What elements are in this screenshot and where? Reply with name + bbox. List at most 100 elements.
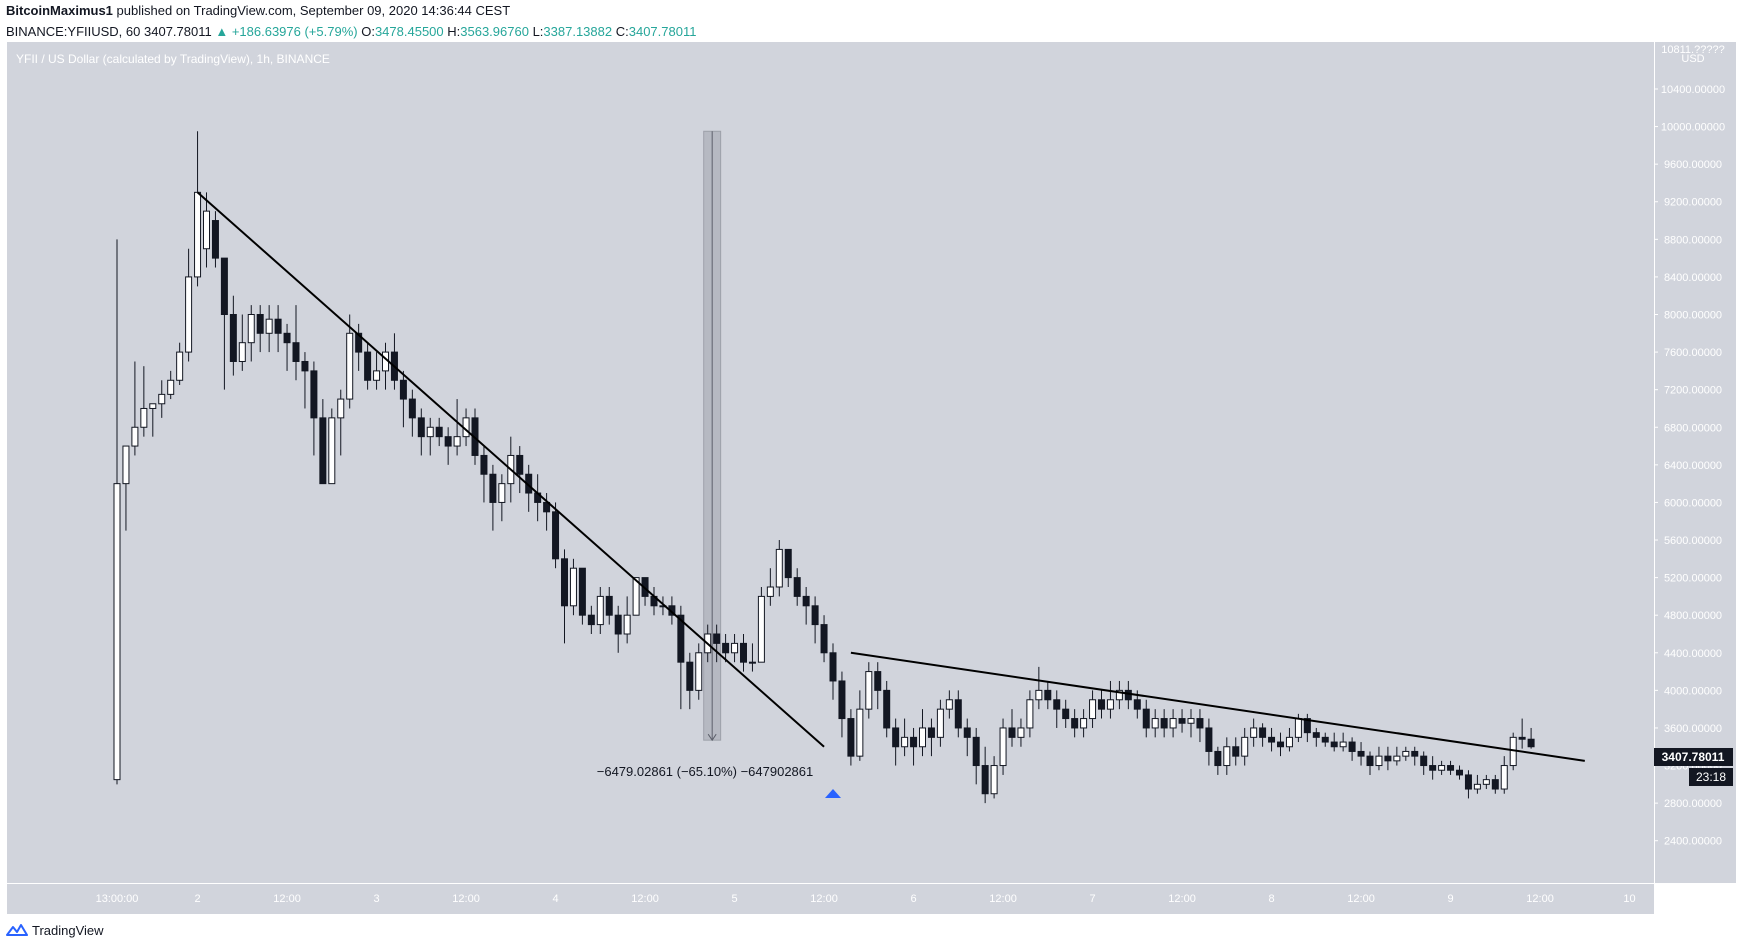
candle-body xyxy=(901,736,909,748)
candle-body xyxy=(1321,736,1329,743)
candle-body xyxy=(1124,689,1132,701)
candle xyxy=(990,756,998,799)
candle xyxy=(677,605,685,710)
candle-body xyxy=(185,276,193,353)
candle-body xyxy=(1429,765,1437,771)
candle xyxy=(632,577,640,616)
candle-body xyxy=(740,642,747,663)
y-tick-label: 10400.00000 xyxy=(1661,84,1725,96)
candle xyxy=(748,643,756,672)
candle xyxy=(569,558,577,616)
candle xyxy=(731,633,739,663)
candle-body xyxy=(865,671,873,710)
x-tick-label: 2 xyxy=(194,893,200,905)
candle-body xyxy=(1402,750,1410,757)
y-tick-label: 6800.00000 xyxy=(1664,422,1722,434)
candle xyxy=(399,370,407,428)
y-tick-label: 9200.00000 xyxy=(1664,197,1722,209)
candle-body xyxy=(1447,765,1455,771)
candle xyxy=(910,727,918,766)
candle-body xyxy=(945,699,953,710)
candle xyxy=(1232,737,1240,766)
candle xyxy=(1366,751,1374,775)
candle xyxy=(382,342,389,390)
candle xyxy=(489,464,497,531)
arrow-up-marker-icon xyxy=(825,789,841,798)
close-label: C: xyxy=(615,24,629,39)
chart-header: BitcoinMaximus1 published on TradingView… xyxy=(6,0,1736,42)
candle xyxy=(954,690,962,738)
tradingview-brand[interactable]: TradingView xyxy=(32,922,104,938)
candle xyxy=(1268,727,1276,752)
candle-body xyxy=(766,586,774,597)
candle-body xyxy=(211,220,219,259)
price-change: ▲ +186.63976 (+5.79%) xyxy=(215,24,358,39)
candle-body xyxy=(919,727,926,748)
candle xyxy=(874,662,882,710)
candle-body xyxy=(1169,718,1177,729)
candle xyxy=(346,314,354,409)
candle-body xyxy=(1187,718,1195,724)
candle xyxy=(176,342,184,385)
candle-body xyxy=(587,614,595,626)
candle xyxy=(596,587,604,634)
candle-body xyxy=(176,351,184,381)
candle-body xyxy=(1062,708,1070,720)
open-label: O: xyxy=(361,24,375,39)
candle-body xyxy=(1178,718,1186,724)
candle xyxy=(417,408,425,456)
candle xyxy=(820,615,828,663)
candle xyxy=(578,567,586,625)
candle-body xyxy=(838,680,846,720)
candle xyxy=(1330,732,1338,752)
y-tick-label: 8000.00000 xyxy=(1664,310,1722,322)
candle xyxy=(534,474,542,522)
author-name[interactable]: BitcoinMaximus1 xyxy=(6,3,113,18)
candle-body xyxy=(1115,689,1123,701)
candle xyxy=(1062,699,1070,728)
candle xyxy=(194,131,202,287)
y-tick-label: 8400.00000 xyxy=(1664,272,1722,284)
candle-body xyxy=(417,417,425,438)
candle-body xyxy=(990,765,998,795)
candle-body xyxy=(1277,741,1284,748)
candle-layer xyxy=(113,131,1535,804)
candle-body xyxy=(1241,736,1249,757)
candle-body xyxy=(1312,732,1320,738)
candle xyxy=(1178,709,1186,733)
time-axis[interactable] xyxy=(7,883,1654,914)
candle xyxy=(265,305,273,353)
candle xyxy=(1205,718,1213,766)
countdown-tag-text: 23:18 xyxy=(1696,770,1726,784)
candle xyxy=(1160,709,1168,738)
candle-body xyxy=(713,633,721,644)
tradingview-logo-icon[interactable] xyxy=(6,923,28,937)
y-tick-label: 2800.00000 xyxy=(1664,798,1722,810)
candle xyxy=(1035,666,1043,710)
footer: TradingView xyxy=(6,920,104,940)
price-axis[interactable] xyxy=(1654,42,1736,883)
candle-body xyxy=(1008,727,1016,738)
candle-body xyxy=(1393,755,1401,762)
candle-body xyxy=(1339,741,1347,748)
candle-body xyxy=(1133,699,1141,710)
candle-body xyxy=(793,577,801,597)
candle-body xyxy=(677,614,685,663)
x-tick-label: 6 xyxy=(910,893,916,905)
candle xyxy=(561,549,568,644)
candle-body xyxy=(292,342,300,362)
candle-body xyxy=(1303,718,1311,734)
candle xyxy=(641,577,649,606)
chart-plot-area[interactable] xyxy=(7,42,1654,883)
candle-body xyxy=(1071,718,1079,729)
candle-body xyxy=(1017,727,1025,738)
candle xyxy=(722,633,730,663)
candle-body xyxy=(364,351,372,381)
candle xyxy=(203,192,210,268)
candle xyxy=(390,333,398,390)
candle-body xyxy=(1464,774,1472,790)
candle xyxy=(185,248,193,362)
candle xyxy=(167,370,175,400)
candle-body xyxy=(578,567,586,616)
